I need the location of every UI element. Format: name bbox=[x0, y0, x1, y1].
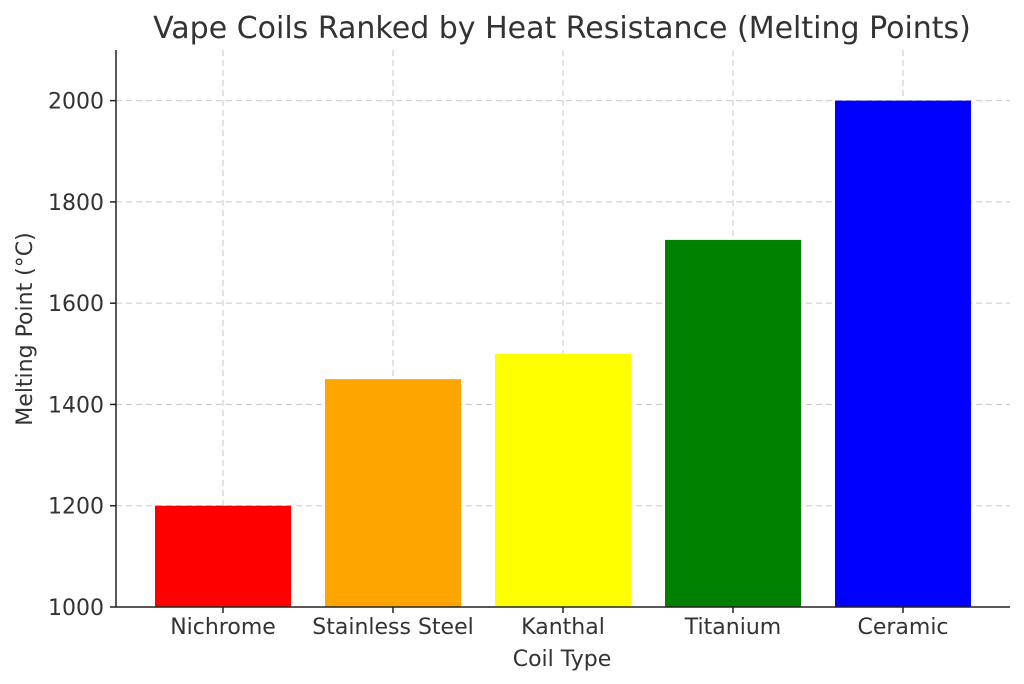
x-tick-label: Kanthal bbox=[521, 615, 605, 640]
bar-ceramic bbox=[835, 100, 971, 608]
y-tick-label: 1600 bbox=[48, 292, 104, 317]
x-tick-label: Nichrome bbox=[170, 615, 276, 640]
y-tick-label: 1000 bbox=[48, 596, 104, 621]
bar-nichrome bbox=[155, 505, 291, 607]
x-tick-label: Stainless Steel bbox=[312, 615, 473, 640]
bars bbox=[155, 100, 971, 608]
chart-title: Vape Coils Ranked by Heat Resistance (Me… bbox=[153, 11, 971, 46]
y-tick-label: 1400 bbox=[48, 393, 104, 418]
x-tick-label: Titanium bbox=[684, 615, 781, 640]
ticks: 1000 1200 1400 1600 1800 2000 Nichrome Stainles… bbox=[48, 90, 949, 640]
y-tick-label: 1800 bbox=[48, 191, 104, 216]
x-axis-label: Coil Type bbox=[513, 647, 612, 672]
bar-titanium bbox=[665, 239, 801, 608]
bar-kanthal bbox=[495, 353, 631, 607]
y-tick-label: 1200 bbox=[48, 495, 104, 520]
y-tick-label: 2000 bbox=[48, 90, 104, 115]
y-axis-label: Melting Point (°C) bbox=[13, 232, 38, 425]
x-tick-label: Ceramic bbox=[857, 615, 948, 640]
bar-stainless-steel bbox=[325, 379, 461, 607]
